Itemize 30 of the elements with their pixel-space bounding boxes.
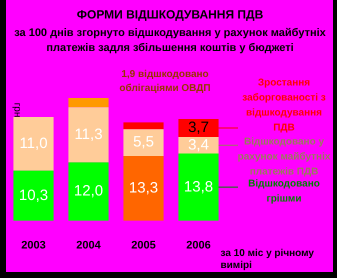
data-label: 11,0	[19, 134, 48, 152]
x-tick-label: 2003	[21, 239, 46, 252]
x-tick-label: 2005	[131, 239, 156, 252]
bar	[123, 122, 164, 130]
text: 1,9 відшкодовано облігаціями ОВДП	[119, 68, 211, 94]
data-label: 11,3	[74, 126, 103, 143]
data-label: 13,3	[128, 180, 158, 197]
chart-title: ФОРМИ ВІДШКОДУВАННЯ ПДВ	[76, 7, 264, 22]
bar	[68, 98, 109, 108]
text: за 10 міс у річному вимірі	[220, 248, 314, 271]
text: Відшкодовано грішми	[248, 178, 320, 204]
x-tick-label: 2006	[186, 239, 211, 252]
bar	[68, 162, 109, 221]
x-tick-label: 2004	[76, 239, 102, 252]
data-label: 3,7	[188, 119, 209, 136]
bar	[68, 107, 109, 162]
bar	[13, 117, 54, 171]
chart-subtitle: за 100 днів згорнуто відшкодування у рахунок майбутніх платежів задля збільшення коштів у бюджеті	[14, 27, 327, 54]
text: Зростання заборгованості з відшкодування ПДВ	[242, 78, 326, 134]
data-label: 3,4	[188, 136, 209, 154]
data-label: 10,3	[18, 186, 48, 204]
bar	[178, 154, 219, 221]
y-axis-title: грн	[11, 102, 22, 118]
series-label: Відшкодовано у рахунок майбутніх платежів ПДВ	[238, 136, 331, 178]
data-label: 5,5	[133, 134, 154, 151]
bar	[123, 156, 164, 221]
bar	[123, 129, 164, 156]
bar	[13, 170, 54, 221]
data-label: 13,8	[184, 178, 214, 196]
data-label: 12,0	[74, 182, 104, 200]
